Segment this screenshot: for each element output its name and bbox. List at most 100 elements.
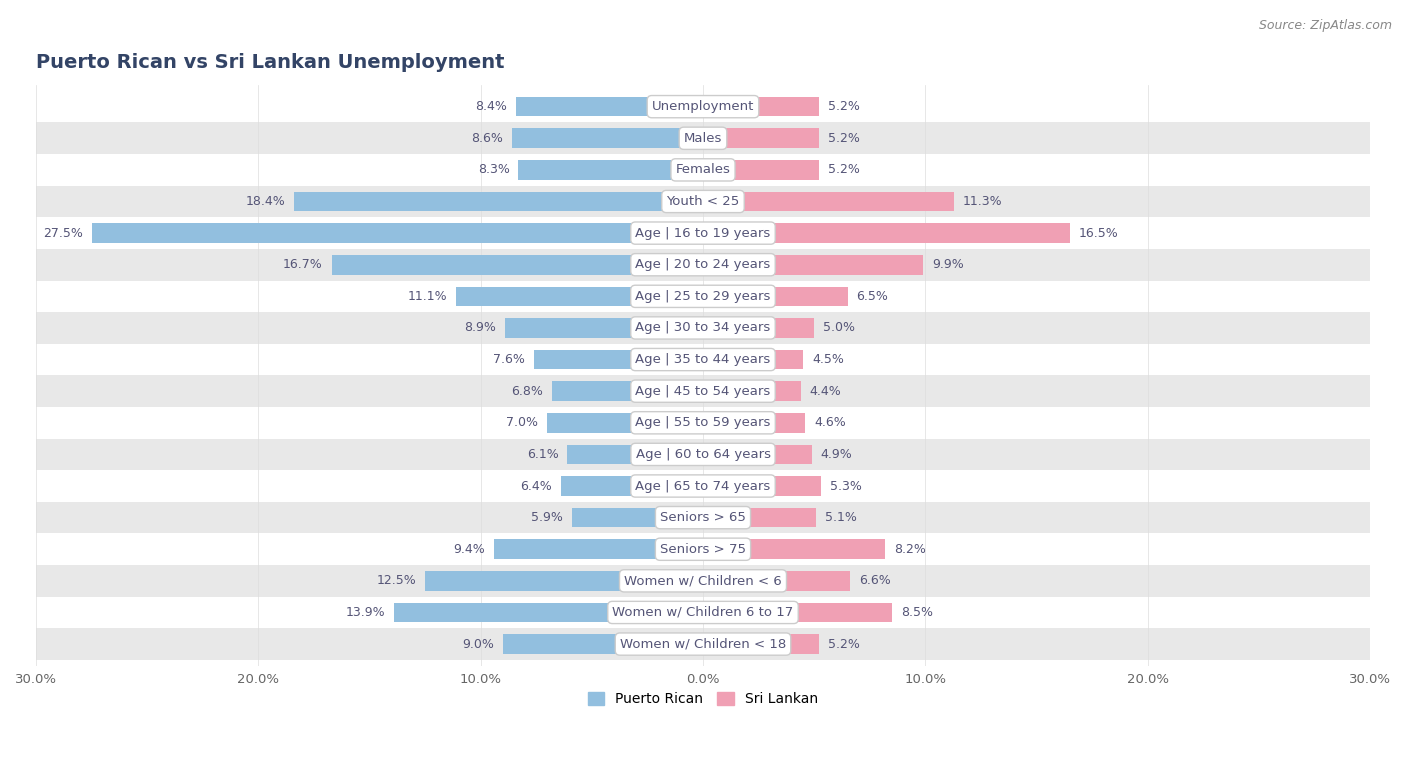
Bar xyxy=(37,565,1369,597)
Text: 4.4%: 4.4% xyxy=(810,385,841,397)
Bar xyxy=(703,318,814,338)
Bar xyxy=(37,438,1369,470)
Text: Age | 35 to 44 years: Age | 35 to 44 years xyxy=(636,353,770,366)
Text: Women w/ Children 6 to 17: Women w/ Children 6 to 17 xyxy=(613,606,793,619)
Text: Women w/ Children < 18: Women w/ Children < 18 xyxy=(620,637,786,650)
Bar xyxy=(37,502,1369,534)
Text: 6.5%: 6.5% xyxy=(856,290,889,303)
Bar xyxy=(394,603,703,622)
Text: 9.9%: 9.9% xyxy=(932,258,963,271)
Bar xyxy=(703,255,924,275)
Bar xyxy=(703,160,818,179)
Bar xyxy=(519,160,703,179)
Bar xyxy=(494,540,703,559)
Bar xyxy=(534,350,703,369)
Text: Age | 65 to 74 years: Age | 65 to 74 years xyxy=(636,479,770,493)
Text: Seniors > 65: Seniors > 65 xyxy=(659,511,747,524)
Text: 9.0%: 9.0% xyxy=(463,637,494,650)
Text: Unemployment: Unemployment xyxy=(652,100,754,113)
Bar xyxy=(703,223,1070,243)
Bar xyxy=(561,476,703,496)
Text: 27.5%: 27.5% xyxy=(42,226,83,240)
Bar xyxy=(703,571,849,590)
Text: 11.1%: 11.1% xyxy=(408,290,447,303)
Bar xyxy=(37,470,1369,502)
Bar xyxy=(516,97,703,117)
Text: Women w/ Children < 6: Women w/ Children < 6 xyxy=(624,575,782,587)
Bar xyxy=(37,628,1369,660)
Bar xyxy=(294,192,703,211)
Bar xyxy=(505,318,703,338)
Text: 4.5%: 4.5% xyxy=(811,353,844,366)
Text: Seniors > 75: Seniors > 75 xyxy=(659,543,747,556)
Text: Males: Males xyxy=(683,132,723,145)
Bar xyxy=(512,129,703,148)
Text: 6.4%: 6.4% xyxy=(520,479,551,493)
Text: 7.6%: 7.6% xyxy=(494,353,524,366)
Bar xyxy=(703,382,801,401)
Bar xyxy=(551,382,703,401)
Text: 6.8%: 6.8% xyxy=(510,385,543,397)
Bar xyxy=(572,508,703,528)
Bar xyxy=(703,192,955,211)
Bar xyxy=(37,344,1369,375)
Text: 11.3%: 11.3% xyxy=(963,195,1002,208)
Text: Youth < 25: Youth < 25 xyxy=(666,195,740,208)
Legend: Puerto Rican, Sri Lankan: Puerto Rican, Sri Lankan xyxy=(582,687,824,712)
Bar xyxy=(703,603,891,622)
Bar xyxy=(568,444,703,464)
Bar xyxy=(703,540,886,559)
Text: 5.2%: 5.2% xyxy=(828,132,859,145)
Text: 4.6%: 4.6% xyxy=(814,416,846,429)
Text: 6.6%: 6.6% xyxy=(859,575,890,587)
Text: Age | 20 to 24 years: Age | 20 to 24 years xyxy=(636,258,770,271)
Bar xyxy=(503,634,703,654)
Bar xyxy=(37,217,1369,249)
Text: 5.2%: 5.2% xyxy=(828,100,859,113)
Bar xyxy=(332,255,703,275)
Text: 5.1%: 5.1% xyxy=(825,511,858,524)
Text: 8.6%: 8.6% xyxy=(471,132,503,145)
Bar xyxy=(456,287,703,306)
Text: 18.4%: 18.4% xyxy=(245,195,285,208)
Bar xyxy=(37,154,1369,185)
Text: 5.0%: 5.0% xyxy=(823,322,855,335)
Bar xyxy=(425,571,703,590)
Text: 12.5%: 12.5% xyxy=(377,575,416,587)
Bar xyxy=(703,129,818,148)
Bar xyxy=(37,407,1369,438)
Bar xyxy=(37,281,1369,312)
Bar xyxy=(37,91,1369,123)
Bar xyxy=(37,312,1369,344)
Bar xyxy=(703,444,811,464)
Text: 8.2%: 8.2% xyxy=(894,543,927,556)
Text: 5.3%: 5.3% xyxy=(830,479,862,493)
Text: Age | 55 to 59 years: Age | 55 to 59 years xyxy=(636,416,770,429)
Text: 5.2%: 5.2% xyxy=(828,637,859,650)
Text: Age | 16 to 19 years: Age | 16 to 19 years xyxy=(636,226,770,240)
Bar xyxy=(703,413,806,432)
Text: 8.5%: 8.5% xyxy=(901,606,932,619)
Text: 5.2%: 5.2% xyxy=(828,164,859,176)
Bar xyxy=(37,185,1369,217)
Bar xyxy=(703,97,818,117)
Text: 8.9%: 8.9% xyxy=(464,322,496,335)
Text: 8.3%: 8.3% xyxy=(478,164,509,176)
Text: Age | 60 to 64 years: Age | 60 to 64 years xyxy=(636,448,770,461)
Text: Source: ZipAtlas.com: Source: ZipAtlas.com xyxy=(1258,19,1392,32)
Bar xyxy=(37,249,1369,281)
Text: Age | 30 to 34 years: Age | 30 to 34 years xyxy=(636,322,770,335)
Bar xyxy=(547,413,703,432)
Bar xyxy=(91,223,703,243)
Text: 8.4%: 8.4% xyxy=(475,100,508,113)
Text: 6.1%: 6.1% xyxy=(527,448,558,461)
Bar xyxy=(703,508,817,528)
Text: Age | 25 to 29 years: Age | 25 to 29 years xyxy=(636,290,770,303)
Text: 13.9%: 13.9% xyxy=(346,606,385,619)
Bar xyxy=(37,123,1369,154)
Bar xyxy=(703,634,818,654)
Text: Females: Females xyxy=(675,164,731,176)
Text: Age | 45 to 54 years: Age | 45 to 54 years xyxy=(636,385,770,397)
Text: 5.9%: 5.9% xyxy=(531,511,562,524)
Text: 16.7%: 16.7% xyxy=(283,258,323,271)
